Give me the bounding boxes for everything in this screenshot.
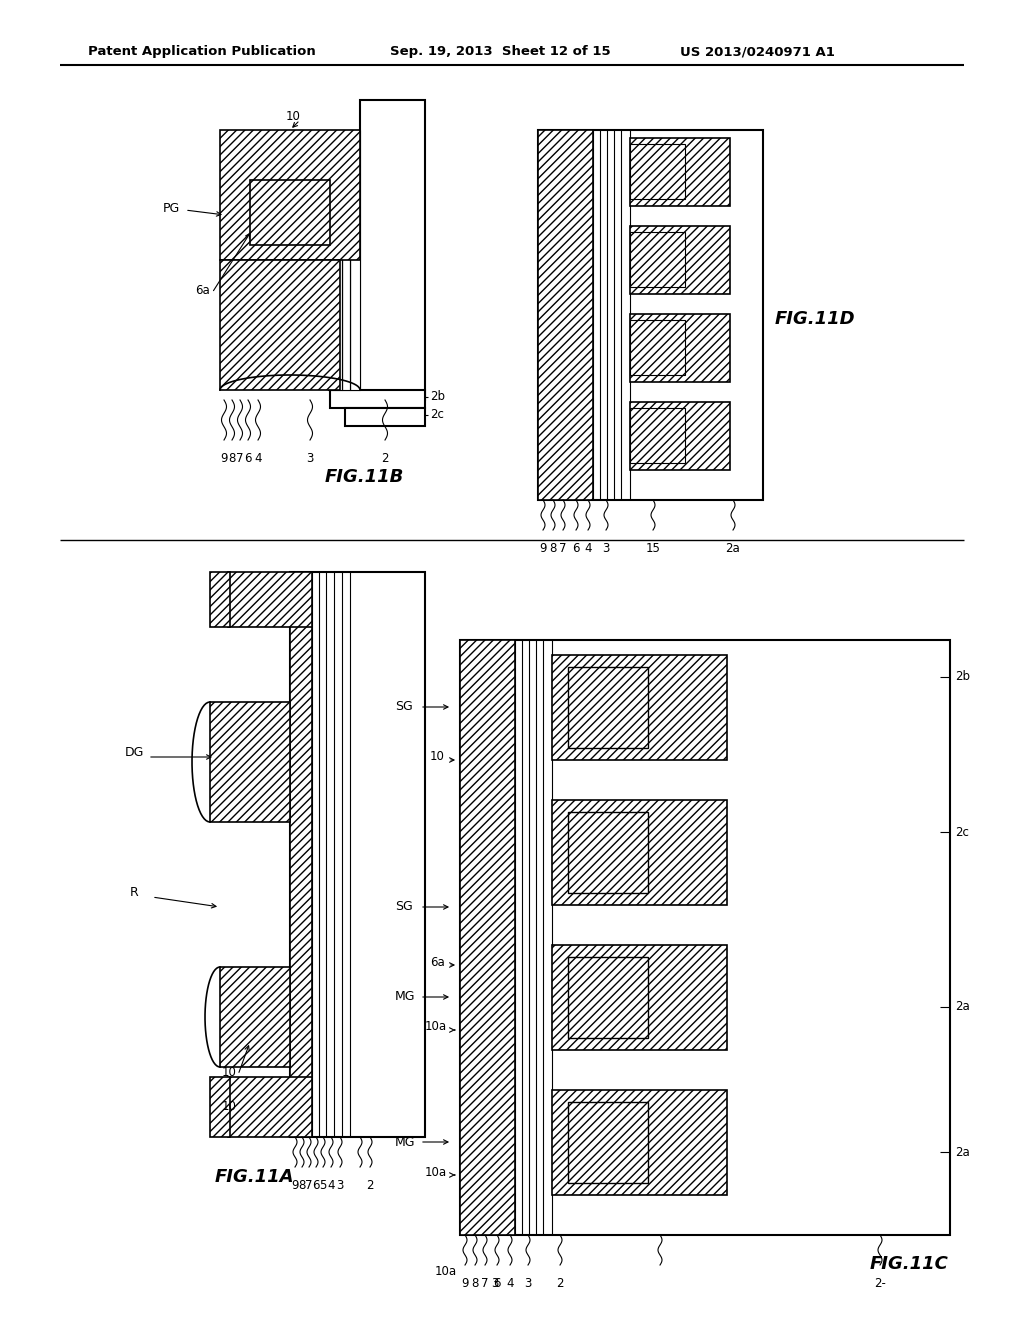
Text: 10a: 10a [425,1166,447,1179]
Bar [335,129,342,389]
Bar [568,1102,648,1183]
Text: 2-: 2- [874,1276,886,1290]
Text: 8: 8 [298,1179,306,1192]
Text: 2: 2 [381,451,389,465]
Text: 9: 9 [461,1276,469,1290]
Text: FIG.11A: FIG.11A [215,1168,295,1185]
Text: 6: 6 [494,1276,501,1290]
Text: 4: 4 [328,1179,335,1192]
Text: Patent Application Publication: Patent Application Publication [88,45,315,58]
Text: 6: 6 [572,543,580,554]
Text: 6: 6 [245,451,252,465]
Bar [630,403,730,470]
Bar [630,314,730,381]
Text: Sep. 19, 2013  Sheet 12 of 15: Sep. 19, 2013 Sheet 12 of 15 [390,45,610,58]
Text: 2c: 2c [955,825,969,838]
Text: 7: 7 [305,1179,312,1192]
Bar [220,260,340,389]
Text: 3: 3 [336,1179,344,1192]
Text: 4: 4 [506,1276,514,1290]
Bar [290,572,312,1137]
Bar [228,1077,312,1137]
Text: 2c: 2c [430,408,443,421]
Bar [538,129,763,500]
Text: FIG.11B: FIG.11B [325,469,404,486]
Text: 15: 15 [645,543,660,554]
Bar [460,640,515,1236]
Bar [210,572,230,627]
Text: 8: 8 [471,1276,478,1290]
Text: DG: DG [125,746,144,759]
Text: FIG.11C: FIG.11C [870,1255,949,1272]
Text: 6: 6 [312,1179,319,1192]
Text: 2: 2 [367,1179,374,1192]
Text: 2: 2 [556,1276,564,1290]
Text: R: R [130,886,138,899]
Text: 4: 4 [254,451,262,465]
Text: FIG.11D: FIG.11D [775,310,856,327]
Text: 10: 10 [430,751,444,763]
Bar [460,640,950,1236]
Bar [360,100,425,400]
Bar [220,968,290,1067]
Text: 7: 7 [559,543,566,554]
Bar [210,702,290,822]
Bar [630,319,685,375]
Text: 3: 3 [524,1276,531,1290]
Bar [220,129,360,260]
Bar [568,957,648,1038]
Text: 10a: 10a [425,1020,447,1034]
Text: US 2013/0240971 A1: US 2013/0240971 A1 [680,45,835,58]
Text: SG: SG [395,900,413,913]
Text: 9: 9 [540,543,547,554]
Text: MG: MG [395,990,416,1003]
Text: 2b: 2b [955,671,970,684]
Bar [568,667,648,748]
Bar [552,945,727,1049]
Text: 2b: 2b [430,391,445,404]
Text: 3: 3 [306,451,313,465]
Bar [228,572,312,627]
Bar [552,800,727,906]
Bar [350,129,360,389]
Text: 7: 7 [481,1276,488,1290]
Bar [345,408,425,426]
Bar [290,572,425,1137]
Text: 9: 9 [220,451,227,465]
Bar [630,144,685,199]
Text: 8: 8 [549,543,557,554]
Text: 8: 8 [228,451,236,465]
Bar [630,226,730,294]
Bar [210,1077,230,1137]
Text: 6a: 6a [430,956,444,969]
Bar [568,812,648,894]
Text: 3: 3 [602,543,609,554]
Text: 2a: 2a [726,543,740,554]
Text: 2a: 2a [955,1001,970,1014]
Text: PG: PG [163,202,180,214]
Text: 10: 10 [286,111,301,124]
Bar [630,232,685,286]
Text: 2a: 2a [955,1146,970,1159]
Bar [342,129,350,389]
Text: 3: 3 [492,1276,499,1290]
Text: 10: 10 [222,1065,237,1078]
Bar [630,408,685,463]
Bar [538,129,593,500]
Bar [552,1090,727,1195]
Text: 7: 7 [237,451,244,465]
Text: 4: 4 [585,543,592,554]
Text: MG: MG [395,1135,416,1148]
Text: 9: 9 [291,1179,299,1192]
Text: SG: SG [395,701,413,714]
Bar [328,129,335,389]
Text: 10a: 10a [435,1265,457,1278]
Bar [630,139,730,206]
Bar [552,655,727,760]
Text: 5: 5 [319,1179,327,1192]
Text: 6a: 6a [195,284,210,297]
Bar [330,389,425,408]
Text: 10: 10 [222,1101,237,1114]
Bar [250,180,330,246]
